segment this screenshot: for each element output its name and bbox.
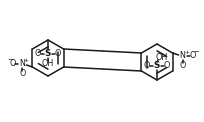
Text: N: N: [179, 51, 185, 61]
Text: S: S: [153, 61, 159, 71]
Text: O: O: [19, 70, 26, 78]
Text: O: O: [188, 51, 195, 61]
Text: −: −: [8, 57, 13, 63]
Text: +: +: [24, 57, 29, 62]
Text: S: S: [45, 50, 51, 59]
Text: −: −: [192, 49, 197, 55]
Text: N: N: [19, 60, 25, 68]
Text: +: +: [183, 50, 188, 55]
Text: O: O: [143, 61, 150, 71]
Text: O: O: [163, 61, 169, 71]
Text: OH: OH: [155, 52, 167, 61]
Text: O: O: [35, 50, 41, 59]
Text: O: O: [54, 50, 61, 59]
Text: O: O: [178, 61, 185, 71]
Text: O: O: [9, 60, 16, 68]
Text: OH: OH: [42, 60, 54, 68]
